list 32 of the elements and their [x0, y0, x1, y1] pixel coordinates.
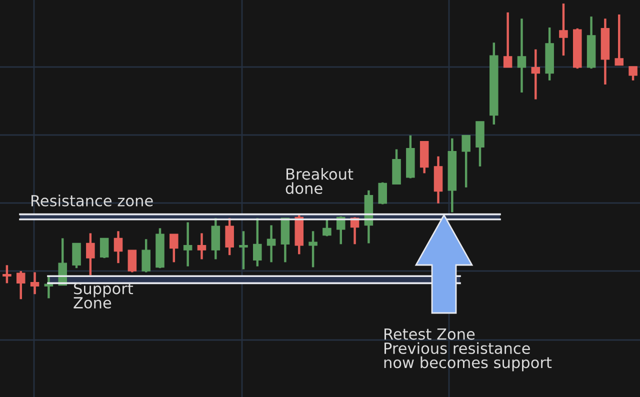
band-label: Resistance zone: [32, 194, 153, 206]
candlestick: [531, 48, 540, 100]
candlestick: [86, 232, 95, 276]
candlestick: [183, 221, 192, 268]
candlestick: [100, 237, 109, 260]
candlestick: [114, 230, 123, 264]
text: Retest Zone Previous resistance now becomes support: [384, 328, 552, 372]
candlestick: [628, 65, 638, 82]
candlestick: [462, 134, 470, 189]
candlestick: [2, 264, 12, 284]
candlestick: [308, 230, 318, 268]
candlestick: [211, 217, 220, 260]
candlestick: [16, 270, 26, 300]
candlestick: [266, 224, 276, 264]
candlestick: [322, 218, 332, 238]
candlestick: [44, 274, 54, 300]
candlestick: [142, 238, 150, 274]
band-label: Support Zone: [74, 282, 134, 309]
candlestick: [378, 181, 387, 206]
candlestick: [72, 242, 81, 270]
candlestick: [253, 217, 262, 268]
candlestick: [559, 2, 568, 57]
candlestick: [614, 13, 624, 66]
candlestick: [197, 232, 206, 260]
annotation: Breakout done: [286, 168, 354, 194]
candlestick: [128, 248, 137, 274]
candlestick: [30, 271, 40, 296]
candlestick: [503, 11, 512, 69]
candlestick: [225, 217, 234, 256]
candlestick: [239, 230, 248, 270]
candlestick: [170, 233, 178, 264]
candlestick: [517, 18, 526, 94]
